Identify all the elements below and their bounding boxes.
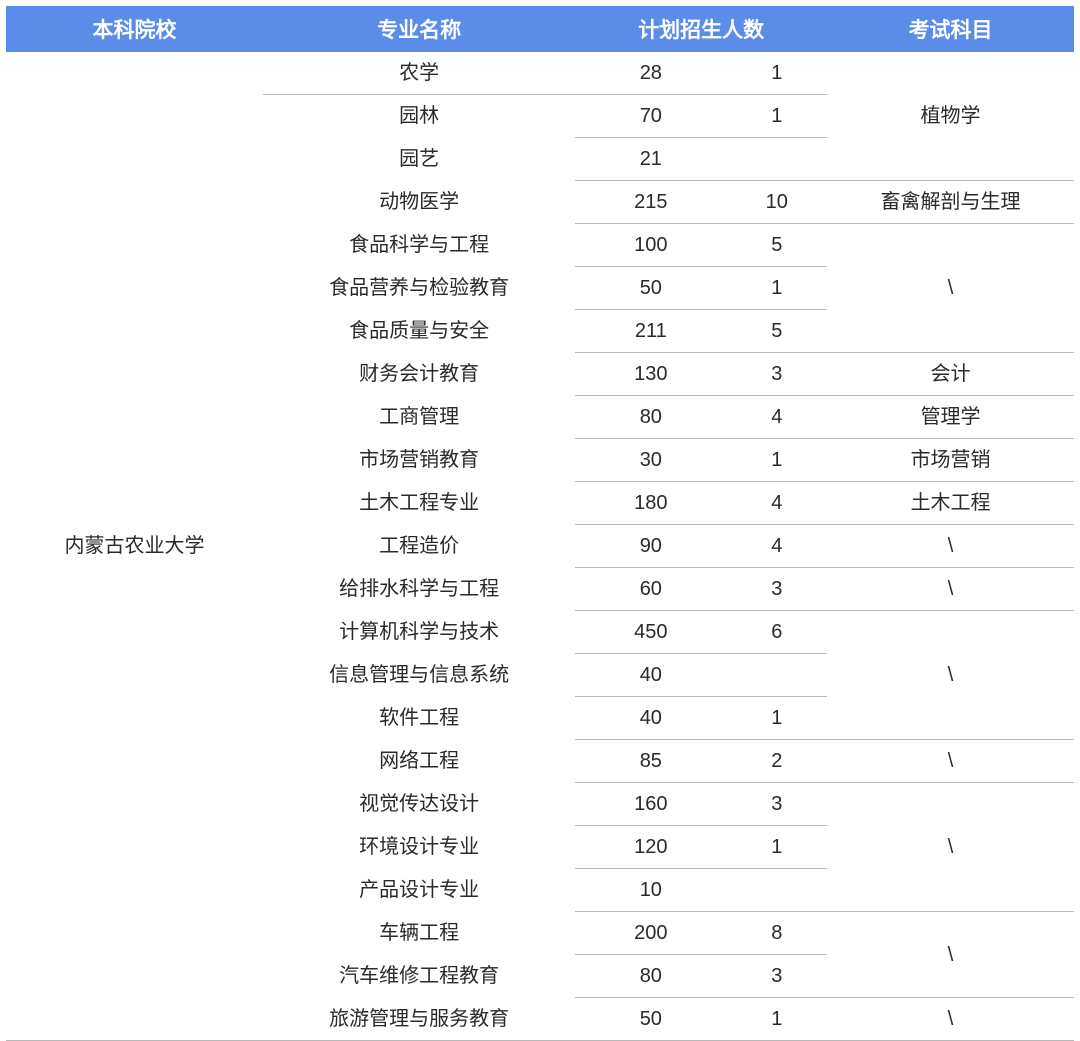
exam-cell: 土木工程: [827, 482, 1074, 525]
plan-count-2: [726, 138, 827, 181]
major-cell: 软件工程: [263, 697, 575, 740]
plan-count-1: 28: [575, 52, 726, 95]
major-cell: 动物医学: [263, 181, 575, 224]
plan-count-1: 40: [575, 697, 726, 740]
major-cell: 市场营销教育: [263, 439, 575, 482]
major-cell: 给排水科学与工程: [263, 568, 575, 611]
major-cell: 信息管理与信息系统: [263, 654, 575, 697]
plan-count-1: 40: [575, 654, 726, 697]
exam-cell: 植物学: [827, 52, 1074, 181]
major-cell: 环境设计专业: [263, 826, 575, 869]
major-cell: 食品质量与安全: [263, 310, 575, 353]
plan-count-2: 3: [726, 353, 827, 396]
plan-count-2: 1: [726, 95, 827, 138]
plan-count-2: 1: [726, 998, 827, 1041]
plan-count-1: 80: [575, 955, 726, 998]
plan-count-1: 130: [575, 353, 726, 396]
plan-count-2: 5: [726, 224, 827, 267]
plan-count-1: 450: [575, 611, 726, 654]
plan-count-2: 4: [726, 482, 827, 525]
exam-cell: 管理学: [827, 396, 1074, 439]
plan-count-2: 4: [726, 396, 827, 439]
header-plan: 计划招生人数: [575, 6, 827, 52]
plan-count-2: [726, 654, 827, 697]
school-cell: 内蒙古农业大学: [6, 52, 263, 1041]
exam-cell: \: [827, 568, 1074, 611]
exam-cell: 会计: [827, 353, 1074, 396]
plan-count-1: 70: [575, 95, 726, 138]
enrollment-table: 本科院校 专业名称 计划招生人数 考试科目 内蒙古农业大学农学281植物学园林7…: [6, 6, 1074, 1041]
major-cell: 园林: [263, 95, 575, 138]
major-cell: 园艺: [263, 138, 575, 181]
plan-count-2: 10: [726, 181, 827, 224]
plan-count-2: 1: [726, 267, 827, 310]
exam-cell: \: [827, 998, 1074, 1041]
plan-count-2: 2: [726, 740, 827, 783]
table-row: 内蒙古农业大学农学281植物学: [6, 52, 1074, 95]
plan-count-2: 8: [726, 912, 827, 955]
exam-cell: \: [827, 740, 1074, 783]
major-cell: 车辆工程: [263, 912, 575, 955]
major-cell: 视觉传达设计: [263, 783, 575, 826]
plan-count-1: 50: [575, 267, 726, 310]
plan-count-1: 211: [575, 310, 726, 353]
header-exam: 考试科目: [827, 6, 1074, 52]
plan-count-1: 80: [575, 396, 726, 439]
plan-count-2: 1: [726, 697, 827, 740]
plan-count-2: 5: [726, 310, 827, 353]
plan-count-2: 6: [726, 611, 827, 654]
major-cell: 旅游管理与服务教育: [263, 998, 575, 1041]
major-cell: 汽车维修工程教育: [263, 955, 575, 998]
plan-count-1: 200: [575, 912, 726, 955]
table-header-row: 本科院校 专业名称 计划招生人数 考试科目: [6, 6, 1074, 52]
table-body: 内蒙古农业大学农学281植物学园林701园艺21动物医学21510畜禽解剖与生理…: [6, 52, 1074, 1041]
major-cell: 工商管理: [263, 396, 575, 439]
exam-cell: \: [827, 224, 1074, 353]
plan-count-1: 10: [575, 869, 726, 912]
plan-count-1: 85: [575, 740, 726, 783]
plan-count-1: 100: [575, 224, 726, 267]
plan-count-1: 30: [575, 439, 726, 482]
major-cell: 土木工程专业: [263, 482, 575, 525]
plan-count-2: 3: [726, 955, 827, 998]
exam-cell: 畜禽解剖与生理: [827, 181, 1074, 224]
plan-count-1: 21: [575, 138, 726, 181]
major-cell: 农学: [263, 52, 575, 95]
plan-count-1: 60: [575, 568, 726, 611]
plan-count-1: 90: [575, 525, 726, 568]
major-cell: 计算机科学与技术: [263, 611, 575, 654]
major-cell: 网络工程: [263, 740, 575, 783]
major-cell: 产品设计专业: [263, 869, 575, 912]
plan-count-1: 215: [575, 181, 726, 224]
exam-cell: 市场营销: [827, 439, 1074, 482]
plan-count-2: [726, 869, 827, 912]
major-cell: 工程造价: [263, 525, 575, 568]
plan-count-1: 120: [575, 826, 726, 869]
plan-count-1: 160: [575, 783, 726, 826]
exam-cell: \: [827, 783, 1074, 912]
plan-count-2: 1: [726, 826, 827, 869]
plan-count-2: 3: [726, 568, 827, 611]
exam-cell: \: [827, 611, 1074, 740]
plan-count-1: 180: [575, 482, 726, 525]
plan-count-2: 1: [726, 439, 827, 482]
exam-cell: \: [827, 525, 1074, 568]
major-cell: 食品营养与检验教育: [263, 267, 575, 310]
plan-count-1: 50: [575, 998, 726, 1041]
plan-count-2: 3: [726, 783, 827, 826]
plan-count-2: 1: [726, 52, 827, 95]
exam-cell: \: [827, 912, 1074, 998]
header-school: 本科院校: [6, 6, 263, 52]
header-major: 专业名称: [263, 6, 575, 52]
major-cell: 食品科学与工程: [263, 224, 575, 267]
major-cell: 财务会计教育: [263, 353, 575, 396]
plan-count-2: 4: [726, 525, 827, 568]
